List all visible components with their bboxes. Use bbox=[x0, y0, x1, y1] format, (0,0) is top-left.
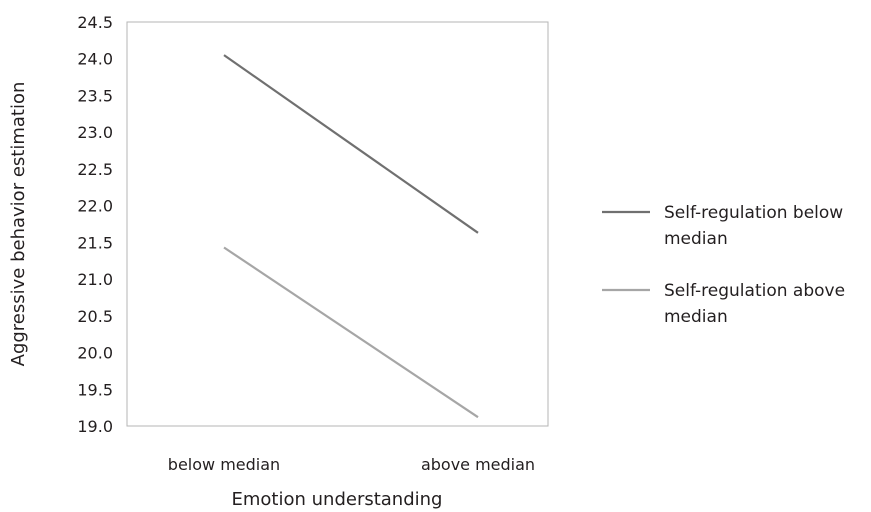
y-tick-label: 23.5 bbox=[77, 86, 113, 105]
y-tick-label: 19.5 bbox=[77, 380, 113, 399]
x-tick-label: above median bbox=[421, 455, 535, 474]
y-axis-ticks: 19.0 19.5 20.0 20.5 21.0 21.5 22.0 22.5 23.0 23.5… bbox=[77, 13, 113, 436]
y-tick-label: 22.0 bbox=[77, 197, 113, 216]
legend-label: Self-regulation below bbox=[664, 203, 843, 223]
series-lines bbox=[223, 54, 479, 419]
legend-label: median bbox=[664, 229, 728, 249]
x-axis-ticks: below median above median bbox=[168, 455, 535, 474]
y-tick-label: 21.0 bbox=[77, 270, 113, 289]
y-axis-title: Aggressive behavior estimation bbox=[8, 82, 29, 367]
y-tick-label: 23.0 bbox=[77, 123, 113, 142]
legend: Self-regulation below median Self-regulati… bbox=[602, 203, 845, 327]
legend-label: Self-regulation above bbox=[664, 281, 845, 301]
plot-area-frame bbox=[126, 21, 549, 427]
y-tick-label: 21.5 bbox=[77, 233, 113, 252]
x-axis-title: Emotion understanding bbox=[232, 489, 443, 510]
series-line-1 bbox=[223, 54, 479, 234]
y-tick-label: 24.0 bbox=[77, 50, 113, 69]
y-tick-label: 19.0 bbox=[77, 417, 113, 436]
y-tick-label: 24.5 bbox=[77, 13, 113, 32]
y-tick-label: 22.5 bbox=[77, 160, 113, 179]
y-tick-label: 20.5 bbox=[77, 307, 113, 326]
y-tick-label: 20.0 bbox=[77, 344, 113, 363]
legend-label: median bbox=[664, 307, 728, 327]
x-tick-label: below median bbox=[168, 455, 280, 474]
series-line-2 bbox=[223, 246, 479, 419]
